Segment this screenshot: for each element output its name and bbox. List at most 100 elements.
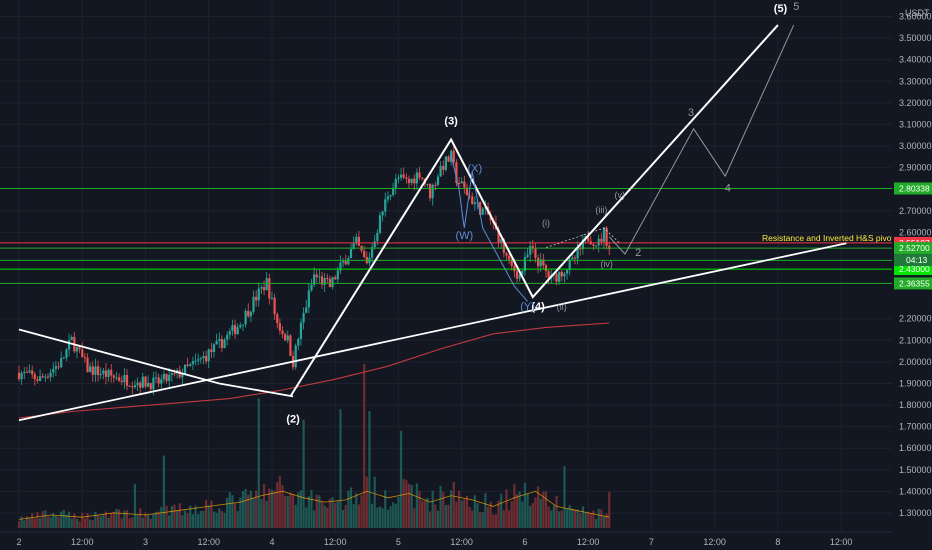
candle-body [152,377,155,390]
horizontal-levels [0,187,892,284]
time-tick-label: 12:00 [324,537,347,547]
volume-bar [17,521,21,528]
candle-body [202,356,205,359]
volume-bar [394,503,397,528]
candle-body [36,379,39,381]
candle-body [357,236,361,246]
volume-bar [555,495,558,528]
candle-body [415,172,418,184]
candle-body [25,371,29,373]
volume-bar [125,510,129,528]
volume-bar [141,517,144,528]
volume-bar [49,517,52,528]
volume-bar [471,510,474,528]
ascending-trendline[interactable] [18,242,847,422]
candle-body [363,250,366,258]
descending-trendline[interactable] [18,328,294,398]
volume-bar [315,494,318,528]
main-wave-path[interactable] [289,24,779,397]
candle-body [57,366,60,368]
candle-body [439,166,442,177]
price-tick-label: 1.60000 [899,443,932,453]
volume-bar [349,487,353,528]
candle-body [191,361,195,365]
volume-bar [110,512,113,528]
volume-bar [344,505,347,528]
volume-bar [573,509,577,528]
volume-bar [410,485,413,528]
volume-bar [418,490,421,528]
volume-bar [244,488,247,528]
candle-body [226,334,229,340]
volume-bar [565,508,569,528]
candle-body [376,232,379,242]
volume-bar [579,513,582,528]
candle-body [299,322,303,339]
candle-body [515,271,519,279]
candle-body [215,340,218,345]
wxy-path[interactable] [450,154,528,302]
subwave-channel[interactable] [545,227,621,248]
projection-path[interactable] [608,24,795,255]
volume-bar [360,494,363,528]
time-tick-label: 4 [269,537,274,547]
volume-bar [36,511,39,528]
volume-bar [405,480,408,528]
volume-bar [479,511,482,528]
volume-bar [278,475,281,528]
price-tick-label: 3.40000 [899,55,932,65]
volume-bar [252,497,255,528]
candle-body [426,183,429,185]
volume-bar [202,510,205,528]
price-tag-label: 2.80338 [899,183,930,193]
volume-bar [284,495,287,528]
candle-body [236,327,239,335]
candle-body [67,340,71,350]
candle-body [413,178,416,184]
volume-bar [320,501,324,528]
time-tick-label: 12:00 [71,537,94,547]
volume-bar [207,505,210,528]
volume-bar [328,498,332,528]
volume-bar [444,504,447,528]
candle-body [479,202,482,215]
volume-bar [91,520,94,528]
volume-bar [339,409,342,528]
volume-bar [223,512,226,528]
candle-body [355,236,358,244]
volume-bar [65,514,68,528]
candle-body [281,330,284,335]
candle-body [89,366,92,373]
candle-body [547,271,550,278]
volume-bar [228,492,231,528]
wave-label: 2 [635,247,641,259]
price-tick-label: 1.50000 [899,465,932,475]
volume-bar [241,491,245,528]
volume-bar [415,483,418,528]
candle-body [241,324,245,326]
volume-bar [257,398,260,528]
volume-bar [89,519,92,528]
price-tick-label: 2.70000 [899,206,932,216]
volume-bar [20,516,23,528]
volume-bar [120,518,123,528]
volume-bar [370,503,374,528]
volume-bar [326,507,329,528]
time-tick-label: 6 [522,537,527,547]
time-tick-label: 12:00 [830,537,853,547]
volume-bar [104,511,108,528]
candle-body [31,370,34,375]
candle-body [307,290,310,308]
volume-bar [592,510,595,528]
volume-bar [365,476,368,528]
candle-body [370,247,374,258]
price-tick-label: 2.60000 [899,227,932,237]
wave-labels: (5) 5 (3) 3 4 (2) (4) 2 (X) (W) (Y) (i) (ii) (iii) (iv… [286,1,799,425]
volume-bar [255,490,258,528]
candle-body [273,297,276,315]
volume-bar [463,499,466,528]
candle-body [62,357,65,359]
volume-bar [57,516,60,528]
volume-bar [494,514,498,528]
